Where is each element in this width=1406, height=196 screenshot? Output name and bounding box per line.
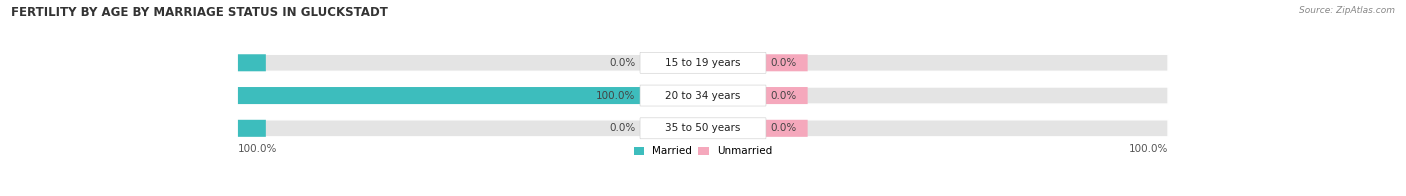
Text: 0.0%: 0.0%: [609, 123, 636, 133]
Text: 100.0%: 100.0%: [596, 91, 636, 101]
Text: Source: ZipAtlas.com: Source: ZipAtlas.com: [1299, 6, 1395, 15]
Legend: Married, Unmarried: Married, Unmarried: [634, 146, 772, 156]
Text: 0.0%: 0.0%: [770, 58, 797, 68]
Text: 20 to 34 years: 20 to 34 years: [665, 91, 741, 101]
Text: 0.0%: 0.0%: [770, 123, 797, 133]
Text: 0.0%: 0.0%: [770, 91, 797, 101]
FancyBboxPatch shape: [766, 54, 807, 71]
FancyBboxPatch shape: [238, 54, 1168, 71]
FancyBboxPatch shape: [766, 120, 807, 137]
FancyBboxPatch shape: [640, 85, 766, 106]
FancyBboxPatch shape: [238, 120, 266, 137]
Text: 15 to 19 years: 15 to 19 years: [665, 58, 741, 68]
Text: 0.0%: 0.0%: [609, 58, 636, 68]
FancyBboxPatch shape: [766, 87, 807, 104]
FancyBboxPatch shape: [238, 87, 1168, 104]
Text: 35 to 50 years: 35 to 50 years: [665, 123, 741, 133]
FancyBboxPatch shape: [238, 120, 1168, 137]
FancyBboxPatch shape: [640, 118, 766, 139]
FancyBboxPatch shape: [238, 87, 668, 104]
FancyBboxPatch shape: [640, 52, 766, 73]
Text: 100.0%: 100.0%: [238, 144, 277, 154]
Text: FERTILITY BY AGE BY MARRIAGE STATUS IN GLUCKSTADT: FERTILITY BY AGE BY MARRIAGE STATUS IN G…: [11, 6, 388, 19]
Text: 100.0%: 100.0%: [1129, 144, 1168, 154]
FancyBboxPatch shape: [238, 54, 266, 71]
